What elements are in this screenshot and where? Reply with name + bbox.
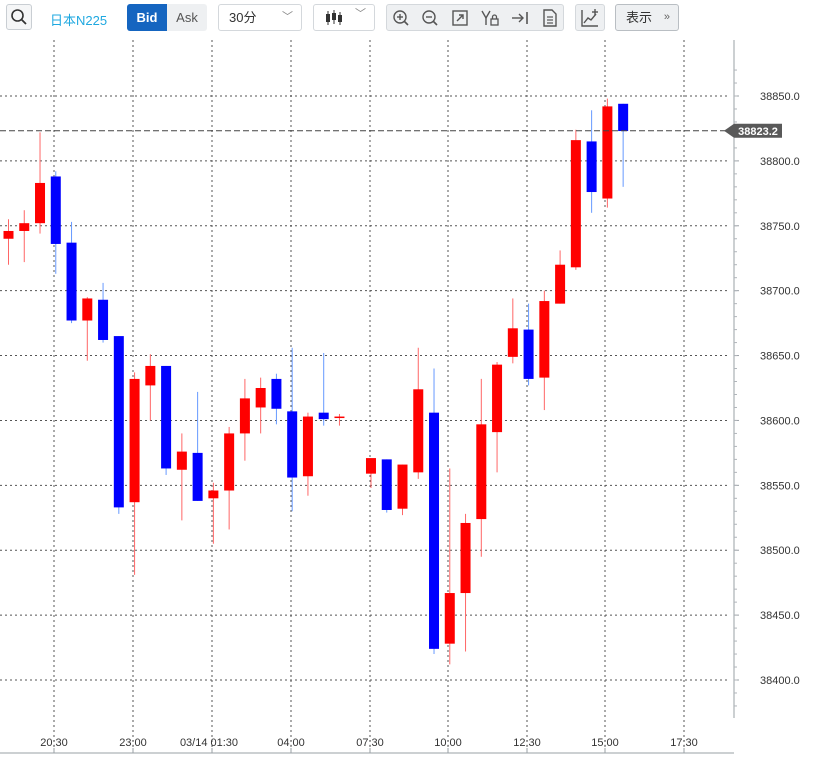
candle-body[interactable] <box>397 464 408 509</box>
candle-body[interactable] <box>570 140 581 268</box>
bid-toggle[interactable]: Bid <box>127 4 167 31</box>
candlestick-chart[interactable]: 38400.0 38450.0 38500.0 38550.0 38600.0 38650… <box>0 38 813 757</box>
candle-body[interactable] <box>539 301 550 378</box>
chart-toolbar: 日本N225 Bid Ask 30分 ﹀ ﹀ 表示 » <box>0 0 813 38</box>
candle-body[interactable] <box>192 452 203 501</box>
y-tick-label: 38850.0 <box>760 91 800 103</box>
candle-body[interactable] <box>224 433 235 491</box>
y-tick-label: 38800.0 <box>760 156 800 168</box>
current-price-label: 38823.2 <box>738 126 778 138</box>
candle-body[interactable] <box>113 336 124 508</box>
candle-body[interactable] <box>3 230 14 239</box>
candle-body[interactable] <box>239 398 250 434</box>
chart-type-select[interactable]: ﹀ <box>313 4 375 31</box>
indicator-icon <box>581 9 598 27</box>
x-tick-label: 03/14 01:30 <box>180 737 238 749</box>
candle-body[interactable] <box>145 365 156 386</box>
scroll-to-end-icon[interactable] <box>509 8 531 28</box>
candle-body[interactable] <box>460 522 471 594</box>
candle-body[interactable] <box>429 412 440 649</box>
candle-body[interactable] <box>334 416 345 419</box>
candle-body[interactable] <box>98 299 109 340</box>
candle-body[interactable] <box>381 459 392 510</box>
current-price-line: 38823.2 <box>0 123 782 138</box>
search-button[interactable] <box>6 4 32 30</box>
candle-body[interactable] <box>302 416 313 477</box>
y-tick-label: 38750.0 <box>760 221 800 233</box>
chevron-down-icon: ﹀ <box>355 8 366 20</box>
y-tick-label: 38450.0 <box>760 610 800 622</box>
ask-toggle[interactable]: Ask <box>167 4 207 31</box>
y-tick-label: 38650.0 <box>760 351 800 363</box>
y-tick-label: 38500.0 <box>760 545 800 557</box>
candle-body[interactable] <box>602 106 613 199</box>
candle-body[interactable] <box>35 182 46 224</box>
x-tick-label: 20:30 <box>40 737 68 749</box>
candle-body[interactable] <box>66 242 77 321</box>
chevron-down-icon: ﹀ <box>282 11 293 23</box>
candle-body[interactable] <box>555 264 566 304</box>
candle-body[interactable] <box>255 388 266 408</box>
candle-body[interactable] <box>208 490 219 499</box>
fit-screen-icon[interactable] <box>449 8 471 28</box>
chart-tools-group <box>386 4 564 31</box>
crosshair-lock-icon[interactable] <box>479 8 501 28</box>
display-menu-button[interactable]: 表示 » <box>615 4 679 31</box>
candle-body[interactable] <box>176 451 187 470</box>
x-tick-label: 12:30 <box>513 737 541 749</box>
candle-body[interactable] <box>19 223 30 231</box>
y-tick-label: 38400.0 <box>760 675 800 687</box>
candlestick-icon <box>326 10 342 25</box>
document-icon[interactable] <box>539 8 561 28</box>
candle-body[interactable] <box>50 176 61 244</box>
candle-body[interactable] <box>476 424 487 520</box>
double-chevron-down-icon: » <box>663 11 670 23</box>
x-tick-label: 17:30 <box>670 737 698 749</box>
current-price-tag <box>724 123 782 138</box>
candle-body[interactable] <box>82 298 93 321</box>
x-tick-label: 04:00 <box>277 737 305 749</box>
y-tick-label: 38600.0 <box>760 415 800 427</box>
candle-body[interactable] <box>507 328 518 357</box>
candle-body[interactable] <box>413 389 424 473</box>
grid-lines <box>0 40 728 748</box>
candle-body[interactable] <box>586 141 597 193</box>
candle-body[interactable] <box>161 365 172 469</box>
y-tick-label: 38550.0 <box>760 480 800 492</box>
interval-value: 30分 <box>229 10 257 25</box>
candle-body[interactable] <box>618 103 629 132</box>
candle-body[interactable] <box>318 412 329 420</box>
candle-body[interactable] <box>129 378 140 503</box>
candle-body[interactable] <box>365 458 376 474</box>
symbol-name[interactable]: 日本N225 <box>50 13 108 28</box>
x-tick-label: 23:00 <box>119 737 147 749</box>
candle-body[interactable] <box>492 364 503 433</box>
candle-body[interactable] <box>287 411 298 478</box>
y-axis: 38400.0 38450.0 38500.0 38550.0 38600.0 38650… <box>733 40 800 718</box>
candle-body[interactable] <box>444 593 455 644</box>
x-tick-label: 07:30 <box>356 737 384 749</box>
candle-body[interactable] <box>523 329 534 379</box>
search-icon <box>11 9 27 25</box>
x-tick-label: 15:00 <box>591 737 619 749</box>
x-tick-label: 10:00 <box>434 737 462 749</box>
x-axis: 20:30 23:00 03/14 01:30 04:00 07:30 10:00 12:3… <box>0 737 734 754</box>
candle-body[interactable] <box>271 378 282 409</box>
interval-select[interactable]: 30分 ﹀ <box>218 4 302 31</box>
zoom-out-icon[interactable] <box>419 8 441 28</box>
display-label: 表示 <box>626 10 653 25</box>
candles <box>3 98 629 665</box>
indicator-button[interactable] <box>575 4 605 31</box>
y-tick-label: 38700.0 <box>760 286 800 298</box>
zoom-in-icon[interactable] <box>390 8 412 28</box>
